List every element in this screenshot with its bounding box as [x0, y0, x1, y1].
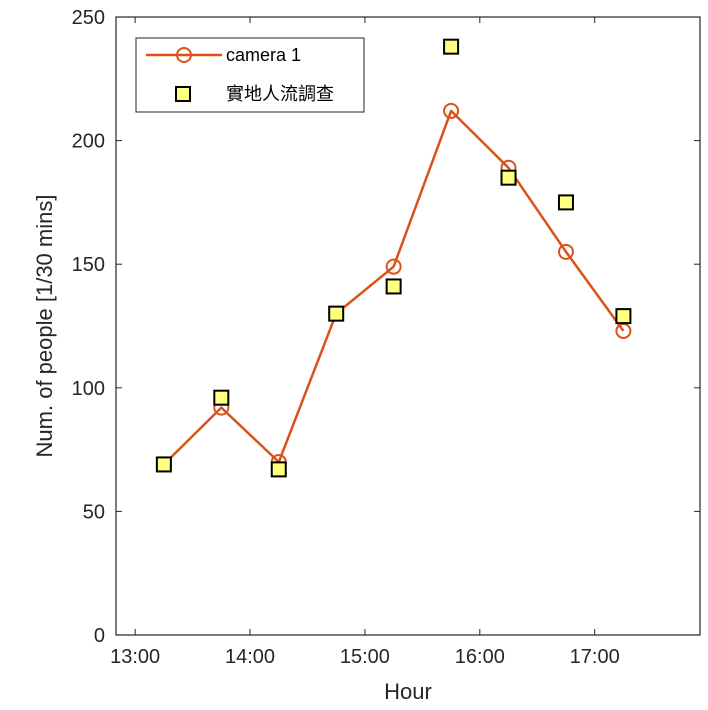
- x-axis-title: Hour: [384, 679, 432, 704]
- legend-marker-camera-1: [176, 47, 192, 63]
- field-survey-point: [213, 389, 230, 406]
- series-layer: [155, 38, 632, 478]
- field-survey-point: [155, 456, 172, 473]
- y-axis-title: Num. of people [1/30 mins]: [32, 195, 57, 458]
- camera-1-point: [557, 243, 574, 260]
- legend: camera 1 實地人流調查: [135, 37, 365, 113]
- x-tick-label: 13:00: [110, 646, 160, 668]
- x-tick-label: 14:00: [225, 646, 275, 668]
- y-tick-label: 100: [72, 378, 105, 400]
- camera-1-point: [385, 258, 402, 275]
- plot-area: [116, 17, 700, 635]
- legend-box: [135, 37, 365, 113]
- plot-frame: [115, 16, 701, 636]
- field-survey-point: [443, 38, 460, 55]
- field-survey-point: [385, 278, 402, 295]
- camera-1-point: [443, 102, 460, 119]
- y-tick-label: 50: [83, 501, 105, 523]
- y-tick-label: 150: [72, 254, 105, 276]
- field-survey-point: [328, 305, 345, 322]
- x-tick-label: 15:00: [340, 646, 390, 668]
- y-tick-label: 200: [72, 131, 105, 153]
- y-tick-label: 250: [72, 7, 105, 29]
- camera-1-line: [163, 109, 625, 466]
- legend-label-camera-1: camera 1: [226, 45, 301, 65]
- series-field-survey: [155, 38, 632, 478]
- field-survey-point: [615, 308, 632, 325]
- ticks-layer: 13:00 14:00 15:00 16:00 17:00 0 50 100 150 200 250: [72, 7, 700, 668]
- legend-marker-field-survey: [175, 86, 191, 102]
- x-tick-label: 17:00: [570, 646, 620, 668]
- x-tick-label: 16:00: [455, 646, 505, 668]
- field-survey-point: [270, 461, 287, 478]
- field-survey-point: [557, 194, 574, 211]
- field-survey-point: [500, 169, 517, 186]
- y-tick-label: 0: [94, 625, 105, 647]
- legend-label-field-survey: 實地人流調查: [226, 84, 334, 104]
